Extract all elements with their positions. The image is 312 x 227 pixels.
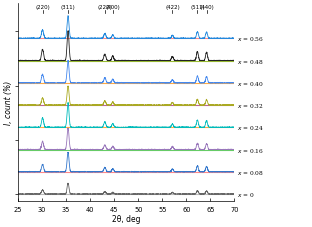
Text: $x$ = 0.48: $x$ = 0.48 [237, 57, 264, 65]
Text: $x$ = 0.16: $x$ = 0.16 [237, 146, 264, 154]
Text: (440): (440) [199, 5, 214, 10]
Text: $x$ = 0.08: $x$ = 0.08 [237, 168, 264, 176]
Text: (222): (222) [97, 5, 112, 10]
Text: $x$ = 0.32: $x$ = 0.32 [237, 102, 264, 110]
Text: (511): (511) [190, 5, 205, 10]
Text: (400): (400) [105, 5, 120, 10]
Text: $x$ = 0: $x$ = 0 [237, 190, 255, 198]
Y-axis label: I, count (%): I, count (%) [4, 81, 13, 125]
Text: $x$ = 0.40: $x$ = 0.40 [237, 79, 264, 87]
Text: $x$ = 0.24: $x$ = 0.24 [237, 124, 264, 132]
Text: (311): (311) [61, 5, 76, 10]
Text: (220): (220) [35, 5, 50, 10]
Text: (422): (422) [165, 5, 180, 10]
X-axis label: 2θ, deg: 2θ, deg [112, 214, 140, 223]
Text: $x$ = 0.56: $x$ = 0.56 [237, 35, 264, 43]
